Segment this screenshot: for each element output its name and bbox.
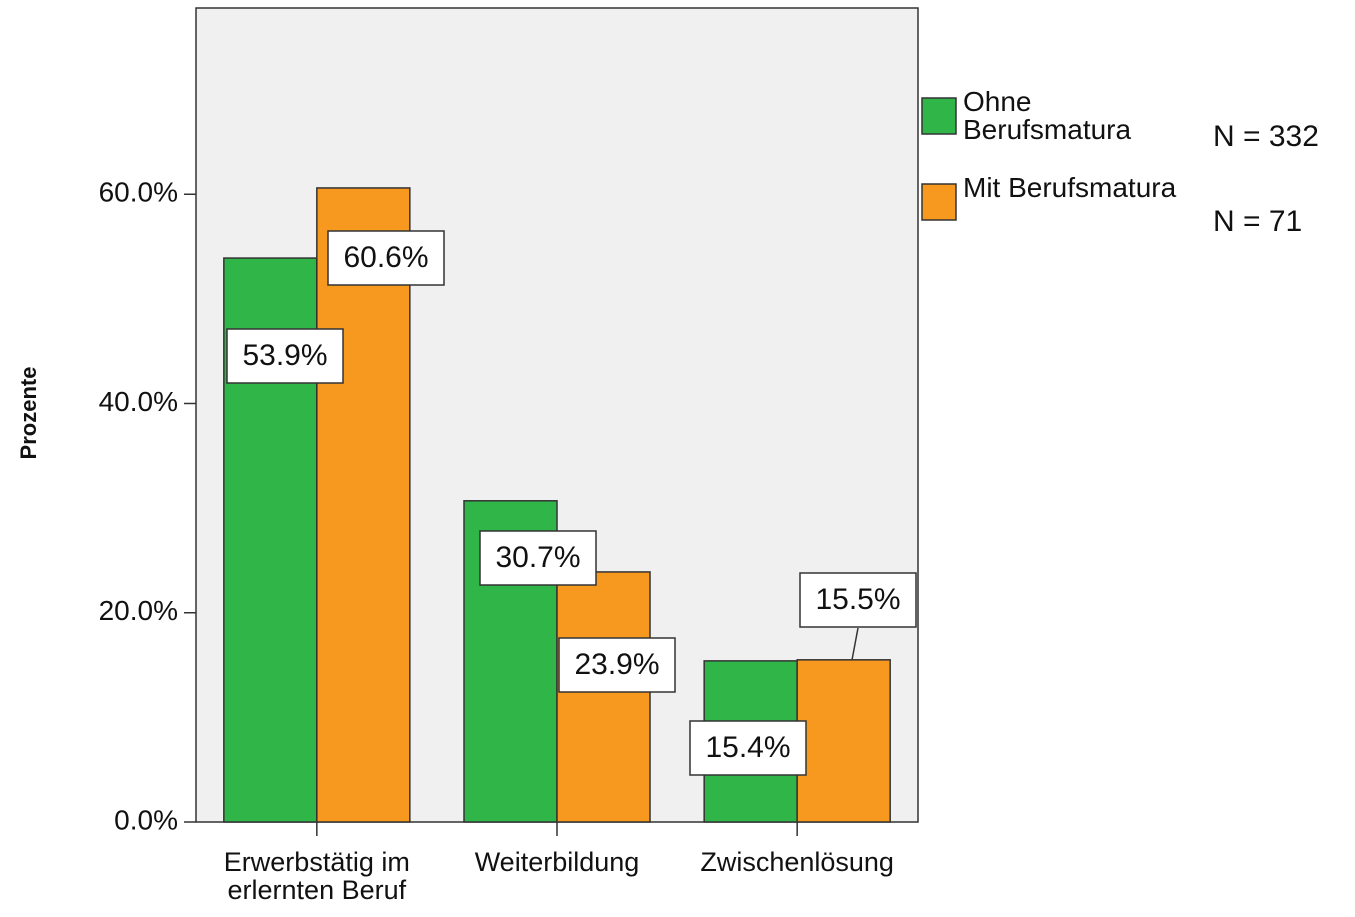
value-label: 53.9% <box>242 339 327 372</box>
x-tick-label: Weiterbildung <box>474 847 640 877</box>
value-label: 15.4% <box>705 731 790 764</box>
legend-label: Ohne Berufsmatura <box>963 86 1132 145</box>
bar <box>796 659 891 823</box>
x-tick-label: Erwerbstätig im erlernten Beruf <box>223 847 410 905</box>
value-label-box <box>479 530 597 586</box>
leader-line <box>851 627 859 661</box>
y-tick-label: 20.0% <box>99 595 178 626</box>
y-tick-label: 0.0% <box>114 804 178 835</box>
value-label: 23.9% <box>574 648 659 681</box>
value-label: 60.6% <box>343 241 428 274</box>
legend-swatch <box>921 183 957 221</box>
value-label-box <box>689 720 807 776</box>
value-label: 30.7% <box>495 541 580 574</box>
annotation: N = 71 <box>1213 205 1303 238</box>
value-label-box <box>799 572 917 628</box>
value-label-box <box>226 328 344 384</box>
annotation: N = 332 <box>1213 120 1319 153</box>
value-label-box <box>558 637 676 693</box>
bar <box>316 187 411 823</box>
bar <box>556 571 651 823</box>
y-axis-title: Prozente <box>16 367 41 460</box>
value-label-box <box>327 230 445 286</box>
x-tick-label: Zwischenlösung <box>700 847 894 877</box>
y-tick-label: 60.0% <box>99 177 178 208</box>
value-label: 15.5% <box>815 583 900 616</box>
legend-swatch <box>921 97 957 135</box>
legend-label: Mit Berufsmatura <box>963 172 1177 203</box>
y-tick-label: 40.0% <box>99 386 178 417</box>
